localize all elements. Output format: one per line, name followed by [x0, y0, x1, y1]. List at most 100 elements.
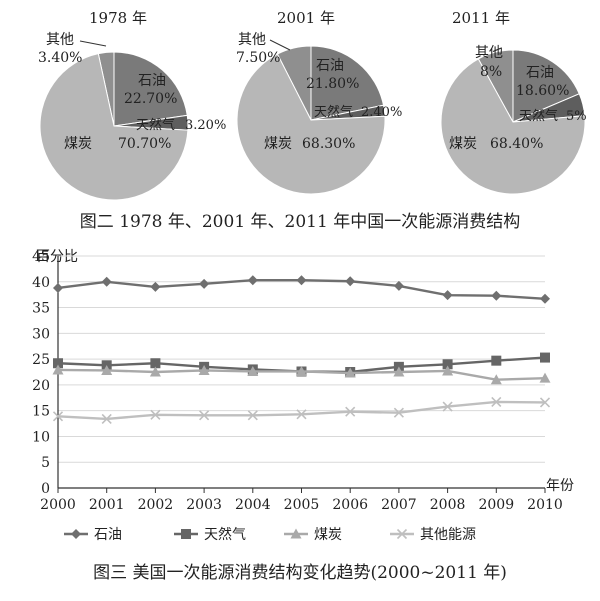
series-point-coal: [539, 372, 551, 383]
pie-title-2001: 2001 年: [277, 9, 335, 27]
x-tick-label: 2004: [235, 497, 271, 513]
series-point-gas: [491, 355, 502, 366]
figure3-caption: 图三 美国一次能源消费结构变化趋势(2000~2011 年): [93, 563, 507, 583]
pie2011-label-other-name: 其他: [475, 45, 503, 61]
series-point-other: [442, 401, 453, 412]
series-point-other: [539, 397, 551, 408]
legend-marker-gas: [181, 529, 191, 539]
legend-marker-other: [396, 528, 408, 540]
line-chart-axes: 0 5 10 15 20 25 30 35 40 45 2000 2001 2002 2003 2004 20…: [32, 249, 563, 513]
legend-label-coal: 煤炭: [314, 527, 342, 543]
pie-slice-oil: [512, 49, 580, 123]
pie2001-label-other-value: 7.50%: [236, 50, 280, 66]
series-point-oil: [53, 282, 63, 293]
pie2011-label-gas-value: 5%: [566, 109, 587, 124]
y-tick-label: 20: [32, 378, 50, 394]
series-point-other: [150, 409, 161, 420]
series-point-oil: [101, 276, 112, 287]
x-tick-label: 2003: [186, 497, 222, 513]
line-chart-xlabel: 年份: [546, 478, 574, 494]
pie2011-label-other-value: 8%: [480, 64, 502, 80]
y-tick-label: 40: [32, 275, 50, 291]
series-point-gas: [150, 358, 161, 369]
y-tick-label: 10: [32, 429, 50, 445]
y-tick-label: 5: [41, 455, 50, 471]
legend-label-oil: 石油: [94, 527, 122, 543]
x-tick-label: 2001: [89, 497, 125, 513]
pie-chart-2011: [440, 49, 586, 195]
series-point-oil: [150, 281, 161, 292]
series-point-coal: [247, 365, 259, 376]
line-chart-grid: [58, 255, 545, 463]
pie1978-label-other-value: 3.40%: [38, 50, 82, 66]
series-point-coal: [52, 364, 64, 375]
y-tick-label: 45: [32, 249, 50, 265]
pie2011-label-oil-value: 18.60%: [516, 83, 569, 99]
series-point-coal: [344, 367, 356, 378]
line-chart-ylabel: 百分比: [36, 249, 78, 265]
legend-marker-coal: [290, 528, 302, 539]
legend-marker-oil: [71, 529, 81, 539]
y-tick-label: 25: [32, 352, 50, 368]
series-point-gas: [442, 359, 453, 370]
pie2001-label-other-name: 其他: [238, 32, 266, 48]
y-tick-label: 35: [32, 301, 50, 317]
figure2-caption: 图二 1978 年、2001 年、2011 年中国一次能源消费结构: [80, 212, 520, 232]
series-point-oil: [393, 280, 404, 291]
pie2011-label-coal-value: 68.40%: [490, 136, 543, 152]
pie2011-label-gas-name: 天然气: [519, 108, 558, 124]
pie-slice-coal: [39, 53, 189, 201]
legend-label-gas: 天然气: [204, 526, 246, 543]
pie1978-label-oil-value: 22.70%: [124, 91, 177, 107]
pie1978-label-gas-value: 3.20%: [185, 118, 226, 133]
series-point-other: [101, 413, 112, 424]
pie1978-label-coal-name: 煤炭: [64, 136, 92, 152]
pie-title-1978: 1978 年: [89, 9, 147, 27]
pie2001-leader-other: [269, 39, 291, 51]
series-point-gas: [540, 352, 550, 363]
pie-slice-oil: [113, 51, 188, 127]
series-point-oil: [442, 290, 453, 301]
series-point-oil: [491, 290, 502, 301]
x-tick-label: 2009: [478, 497, 514, 513]
pie2001-label-oil-name: 石油: [316, 58, 344, 74]
series-point-other: [491, 396, 502, 407]
series-point-coal: [101, 364, 113, 375]
y-tick-label: 15: [32, 404, 50, 420]
pie-slice-coal: [236, 53, 386, 195]
series-point-other: [296, 409, 307, 420]
series-point-coal: [198, 364, 210, 375]
pie1978-label-coal-value: 70.70%: [118, 136, 171, 152]
series-point-coal: [296, 365, 307, 376]
series-point-gas: [53, 358, 63, 369]
pie-title-2011: 2011 年: [452, 9, 510, 27]
series-point-coal: [393, 366, 405, 377]
x-tick-label: 2002: [138, 497, 174, 513]
pie2001-label-oil-value: 21.80%: [306, 76, 359, 92]
line-chart-series: [52, 275, 551, 424]
series-point-oil: [345, 276, 356, 287]
series-point-other: [247, 410, 258, 421]
pie1978-label-other-name: 其他: [46, 32, 74, 48]
pie2001-label-coal-name: 煤炭: [264, 136, 292, 152]
pie-slice-oil: [310, 45, 385, 121]
series-point-other: [52, 411, 64, 422]
series-point-other: [345, 406, 356, 417]
pie2001-label-coal-value: 68.30%: [302, 136, 355, 152]
x-tick-label: 2007: [381, 497, 417, 513]
series-point-other: [393, 407, 404, 418]
series-point-oil: [540, 293, 550, 304]
y-tick-label: 30: [32, 326, 50, 342]
x-tick-label: 2005: [284, 497, 320, 513]
series-point-coal: [490, 374, 502, 385]
pie1978-label-oil-name: 石油: [138, 73, 166, 89]
pie2001-label-gas-name: 天然气: [314, 104, 353, 120]
x-tick-label: 2006: [332, 497, 368, 513]
y-tick-label: 0: [41, 481, 50, 497]
x-tick-label: 2008: [430, 497, 466, 513]
series-point-oil: [199, 278, 210, 289]
pie-chart-1978: [39, 51, 189, 201]
pie1978-leader-other: [79, 40, 107, 47]
